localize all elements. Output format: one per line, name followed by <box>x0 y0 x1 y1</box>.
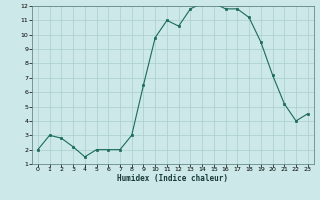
X-axis label: Humidex (Indice chaleur): Humidex (Indice chaleur) <box>117 174 228 183</box>
